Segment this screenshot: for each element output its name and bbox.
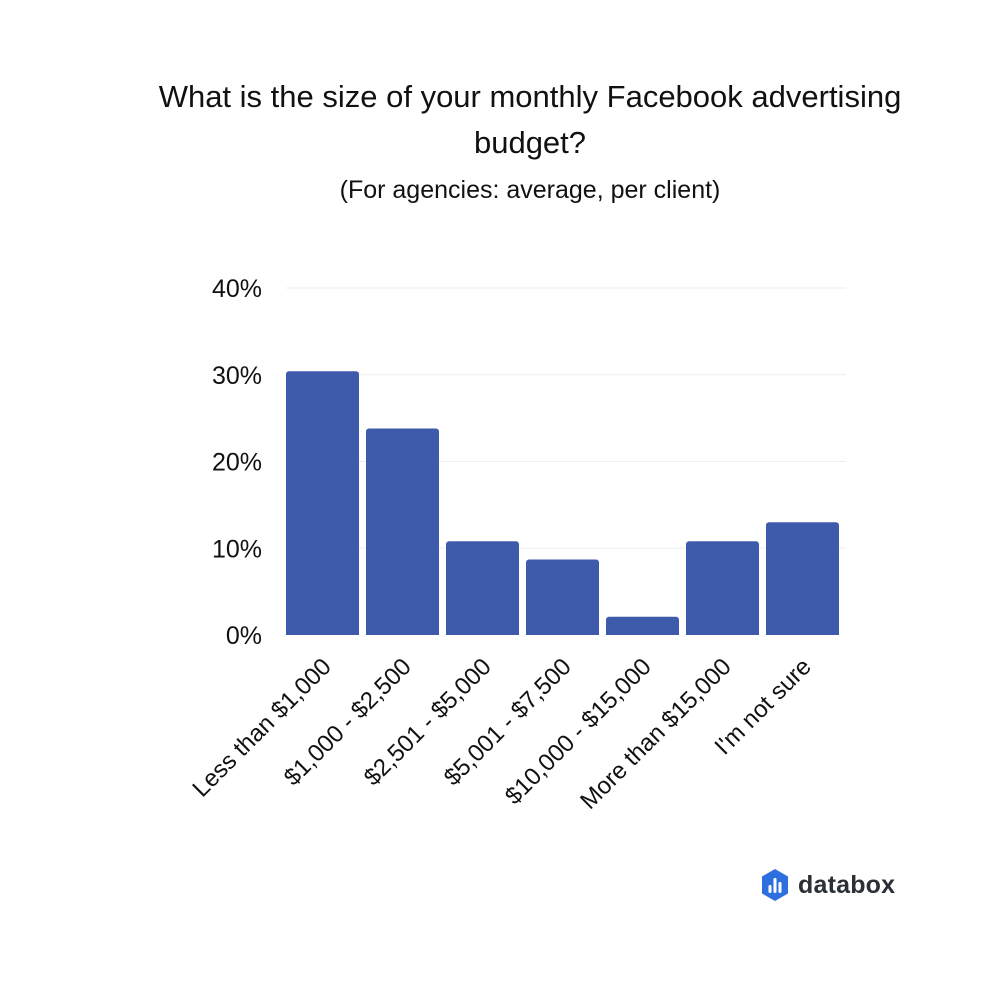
bar [286, 371, 359, 635]
databox-logo: databox [760, 868, 895, 902]
bar-base [766, 631, 839, 635]
bar [366, 428, 439, 635]
bar [766, 522, 839, 635]
bar-base [286, 631, 359, 635]
bar [686, 541, 759, 635]
y-tick-label: 40% [212, 275, 262, 303]
y-tick-label: 30% [212, 362, 262, 390]
bars [286, 371, 839, 635]
bar-base [686, 631, 759, 635]
x-axis-ticks: Less than $1,000$1,000 - $2,500$2,501 - … [187, 653, 816, 815]
bar-base [526, 631, 599, 635]
y-axis-ticks: 0% 10% 20% 30% 40% [212, 275, 262, 650]
bar-base [606, 631, 679, 635]
databox-logo-icon [762, 869, 788, 901]
brand-name: databox [798, 870, 896, 899]
bar [526, 559, 599, 635]
bar-base [446, 631, 519, 635]
x-tick-label: $10,000 - $15,000 [500, 653, 657, 810]
y-tick-label: 0% [226, 622, 262, 650]
y-tick-label: 10% [212, 535, 262, 563]
x-tick-label: Less than $1,000 [187, 653, 336, 802]
chart-title: What is the size of your monthly Faceboo… [158, 79, 902, 160]
bar [606, 616, 679, 635]
y-tick-label: 20% [212, 449, 262, 477]
bar-base [366, 631, 439, 635]
x-tick-label: More than $15,000 [575, 653, 737, 815]
bar [446, 541, 519, 635]
chart-subtitle: (For agencies: average, per client) [339, 176, 721, 204]
